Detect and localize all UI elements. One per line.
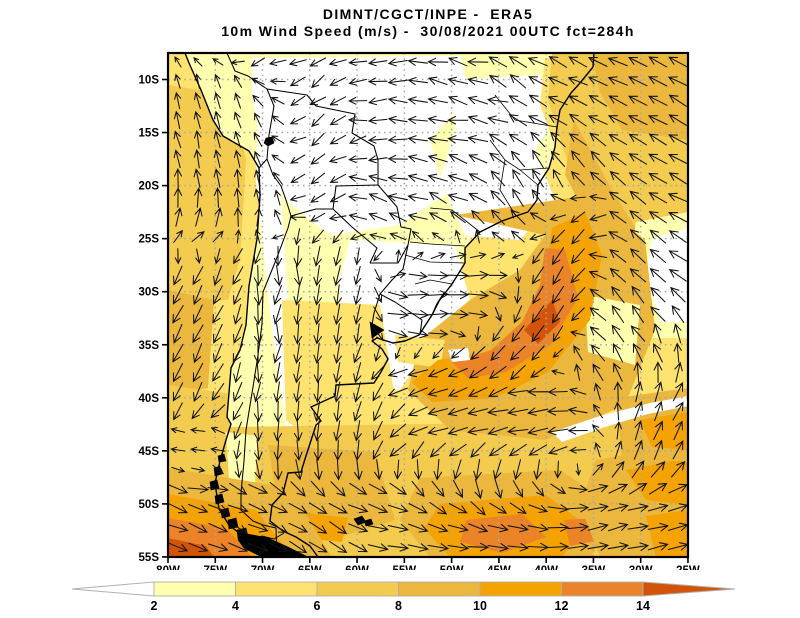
lat-tick-label: 55S bbox=[139, 552, 160, 564]
wind-speed-fill-region bbox=[565, 120, 640, 246]
colorbar-tick-label: 8 bbox=[395, 599, 402, 613]
lat-axis: 10S 15S 20S 25S 30S 35S 40S 45S 50S 55S bbox=[139, 75, 168, 564]
lon-tick-label: 55W bbox=[393, 565, 417, 570]
lon-tick-label: 80W bbox=[156, 565, 180, 570]
lat-tick-label: 30S bbox=[139, 287, 160, 299]
country-border bbox=[275, 527, 278, 557]
land-water-feature bbox=[263, 136, 275, 147]
title-line-1: DIMNT/CGCT/INPE - ERA5 bbox=[322, 6, 534, 22]
lon-tick-label: 75W bbox=[203, 565, 227, 570]
title-line-2: 10m Wind Speed (m/s) - 30/08/2021 00UTC … bbox=[221, 23, 635, 39]
state-border bbox=[409, 241, 466, 247]
land-water-feature bbox=[217, 453, 227, 463]
state-border bbox=[494, 94, 558, 128]
lat-tick-label: 50S bbox=[139, 499, 160, 511]
lat-tick-label: 15S bbox=[139, 128, 160, 140]
colorbar: 2 4 6 8 10 12 14 bbox=[71, 581, 736, 613]
lat-tick-label: 35S bbox=[139, 340, 160, 352]
lat-tick-label: 25S bbox=[139, 234, 160, 246]
country-border bbox=[377, 184, 412, 246]
wind-arrow-layer bbox=[168, 56, 688, 554]
country-border bbox=[370, 244, 409, 264]
wind-speed-fill-region bbox=[626, 458, 688, 505]
land-water-feature bbox=[214, 493, 225, 505]
country-border bbox=[258, 158, 268, 169]
country-border bbox=[371, 293, 381, 341]
country-border bbox=[240, 215, 292, 529]
lon-axis: 80W 75W 70W 65W 60W 55W 50W 45W 40W 35W 30W 25W bbox=[156, 557, 700, 570]
borders-layer bbox=[226, 53, 558, 557]
lat-tick-label: 45S bbox=[139, 446, 160, 458]
colorbar-tick-label: 14 bbox=[636, 599, 650, 613]
country-border bbox=[290, 208, 333, 217]
land-water-feature bbox=[363, 518, 374, 527]
lon-tick-label: 65W bbox=[298, 565, 322, 570]
colorbar-tick-label: 6 bbox=[314, 599, 321, 613]
colorbar-segment-6 bbox=[561, 581, 644, 597]
map-frame bbox=[166, 51, 690, 559]
lon-tick-label: 25W bbox=[676, 565, 700, 570]
country-border bbox=[379, 293, 423, 335]
colorbar-tick-label: 10 bbox=[473, 599, 487, 613]
lat-tick-label: 10S bbox=[139, 75, 160, 87]
wind-speed-fill-region bbox=[395, 335, 445, 368]
lon-tick-label: 70W bbox=[251, 565, 275, 570]
lon-tick-label: 50W bbox=[440, 565, 464, 570]
colorbar-tick-label: 2 bbox=[151, 599, 158, 613]
lat-tick-label: 20S bbox=[139, 181, 160, 193]
state-border bbox=[414, 279, 453, 285]
lat-tick-label: 40S bbox=[139, 393, 160, 405]
colorbar-segment-1 bbox=[153, 581, 236, 597]
shading-layer bbox=[168, 53, 688, 557]
land-water-feature bbox=[213, 465, 223, 477]
country-border bbox=[266, 88, 379, 185]
coastal-lagoon bbox=[432, 292, 445, 314]
colorbar-overflow-arrow bbox=[642, 581, 736, 597]
wind-speed-fill-region bbox=[524, 300, 560, 344]
wind-speed-fill-region bbox=[168, 538, 214, 557]
country-border bbox=[266, 158, 292, 217]
state-border bbox=[489, 139, 517, 217]
land-water-feature bbox=[209, 479, 220, 491]
colorbar-underflow-arrow bbox=[71, 581, 155, 597]
title-block: DIMNT/CGCT/INPE - ERA5 10m Wind Speed (m… bbox=[56, 6, 800, 40]
country-border bbox=[266, 88, 275, 160]
wind-vector-arrows bbox=[168, 56, 688, 554]
wind-speed-fill-region bbox=[282, 300, 400, 455]
state-border bbox=[429, 207, 481, 233]
lon-tick-label: 60W bbox=[345, 565, 369, 570]
lon-tick-label: 35W bbox=[582, 565, 606, 570]
wind-speed-fill-region bbox=[640, 412, 688, 450]
colorbar-segment-2 bbox=[235, 581, 318, 597]
colorbar-segment-3 bbox=[316, 581, 399, 597]
lon-tick-label: 30W bbox=[629, 565, 653, 570]
colorbar-segment-4 bbox=[398, 581, 481, 597]
country-border bbox=[226, 53, 268, 90]
state-border bbox=[404, 254, 466, 264]
state-border bbox=[519, 169, 539, 186]
wind-speed-fill-region bbox=[646, 510, 688, 557]
colorbar-segment-5 bbox=[479, 581, 562, 597]
lon-tick-label: 45W bbox=[487, 565, 511, 570]
map-canvas: 10S 15S 20S 25S 30S 35S 40S 45S 50S 55S80W 75W 70W 6… bbox=[139, 51, 700, 570]
country-border bbox=[379, 244, 409, 295]
colorbar-tick-label: 4 bbox=[232, 599, 239, 613]
wind-speed-fill-region bbox=[448, 348, 470, 362]
strait-of-magellan bbox=[251, 532, 285, 543]
country-border bbox=[332, 208, 378, 264]
colorbar-tick-label: 12 bbox=[555, 599, 569, 613]
lon-tick-label: 40W bbox=[534, 565, 558, 570]
